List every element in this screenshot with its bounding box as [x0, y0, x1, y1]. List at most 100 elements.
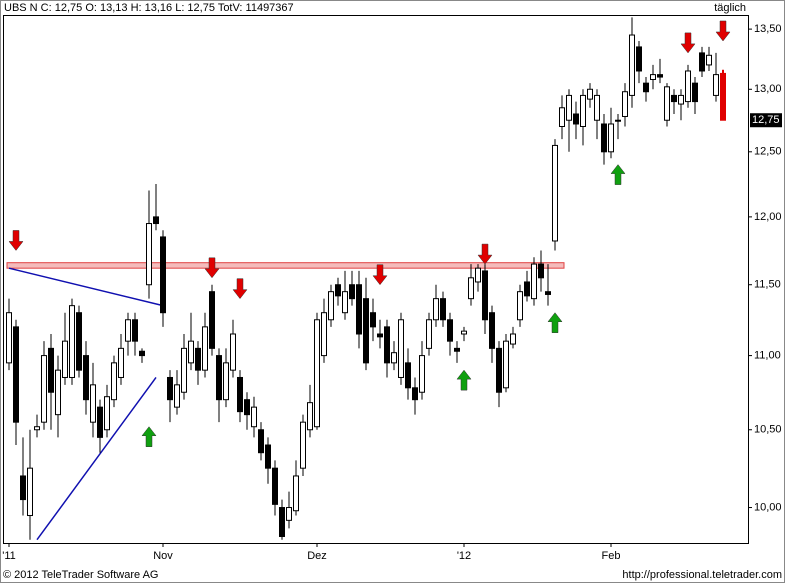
candle-body [328, 291, 334, 321]
y-tick-label: 11,00 [754, 349, 781, 361]
candle-body [258, 429, 264, 454]
candle-body [622, 91, 628, 117]
signal-arrow [610, 164, 626, 185]
y-tick-label: 10,50 [754, 424, 782, 436]
candle-body [412, 387, 418, 401]
interval: täglich [714, 2, 746, 14]
candle-body [419, 355, 425, 393]
candle-body [48, 347, 54, 393]
candle-body [27, 467, 33, 517]
candle-body [489, 312, 495, 349]
candle-body [713, 74, 719, 96]
candle-body [272, 467, 278, 505]
candle-body [370, 312, 376, 328]
x-tick-label: Dez [307, 550, 327, 562]
candle-body [195, 347, 201, 371]
candle-body [153, 216, 159, 225]
candle-body [699, 52, 705, 72]
source: http://professional.teletrader.com [622, 569, 782, 581]
candle-body [468, 277, 474, 300]
candle-body [678, 94, 684, 105]
signal-arrow [456, 369, 472, 391]
candle-body [125, 319, 131, 342]
candle-body [356, 284, 362, 335]
candle-body [202, 326, 208, 371]
candle-body [510, 333, 516, 345]
signal-arrow [372, 264, 388, 286]
candle-body [636, 46, 642, 72]
candle-body [580, 94, 586, 127]
candle-body [251, 406, 257, 428]
candle-body [685, 70, 691, 103]
candle-body [552, 144, 558, 242]
y-tick-label: 10,00 [754, 501, 782, 513]
trend-line [36, 377, 157, 541]
candle-body [6, 312, 12, 364]
signal-arrow [547, 312, 563, 333]
candle-body [314, 319, 320, 428]
candle-body [216, 355, 222, 401]
x-tick-label: '11 [2, 550, 16, 562]
candle-body [188, 340, 194, 364]
x-tick-label: '12 [457, 550, 471, 562]
candle-body [608, 123, 614, 153]
signal-arrow [232, 278, 248, 300]
candle-body [349, 284, 355, 300]
candle-body [545, 291, 551, 295]
candle-body [90, 384, 96, 423]
candle-body [629, 34, 635, 96]
signal-arrow [715, 20, 731, 42]
candle-body [587, 88, 593, 100]
candle-body [307, 402, 313, 431]
candle-body [244, 399, 250, 416]
candle-body [538, 263, 544, 279]
signal-arrow [141, 426, 157, 447]
candle-body [20, 475, 26, 501]
candle-body [139, 350, 145, 357]
candle-body [475, 267, 481, 283]
candle-body [62, 340, 68, 378]
candle-body [496, 347, 502, 393]
candle-body [461, 330, 467, 335]
candle-body [671, 94, 677, 103]
y-tick-label: 13,00 [754, 83, 782, 95]
candle-body [650, 74, 656, 80]
y-tick-label: 12,50 [754, 146, 782, 158]
candle-body [69, 305, 75, 378]
candle-body [167, 376, 173, 401]
candle-body [363, 298, 369, 364]
last-price-box [750, 113, 782, 128]
signal-arrow [680, 32, 696, 54]
candle-body [566, 94, 572, 121]
candle-body [174, 384, 180, 408]
candle-body [41, 355, 47, 423]
candle-body [692, 82, 698, 103]
candle-body [440, 298, 446, 321]
signal-arrow [204, 257, 220, 279]
candle-body [132, 319, 138, 342]
candle-body [237, 376, 243, 413]
candle-body [118, 347, 124, 378]
y-tick-label: 11,50 [754, 279, 781, 291]
candle-body [643, 82, 649, 93]
candle-body [230, 333, 236, 371]
candle-body [657, 74, 663, 78]
x-tick-label: Nov [153, 550, 173, 562]
candle-body [720, 72, 726, 121]
candle-body [55, 369, 61, 416]
candle-body [601, 123, 607, 153]
candle-body [76, 312, 82, 371]
candle-body [573, 113, 579, 125]
candle-body [286, 507, 292, 521]
candle-body [559, 107, 565, 127]
candle-body [482, 270, 488, 321]
trend-line [8, 267, 164, 307]
candle-body [377, 333, 383, 338]
last-price-label: 12,75 [752, 114, 780, 126]
chart-title: UBS N C: 12,75 O: 13,13 H: 13,16 L: 12,7… [4, 2, 294, 14]
candle-body [524, 281, 530, 297]
candle-body [503, 340, 509, 389]
signal-arrow [8, 230, 24, 251]
